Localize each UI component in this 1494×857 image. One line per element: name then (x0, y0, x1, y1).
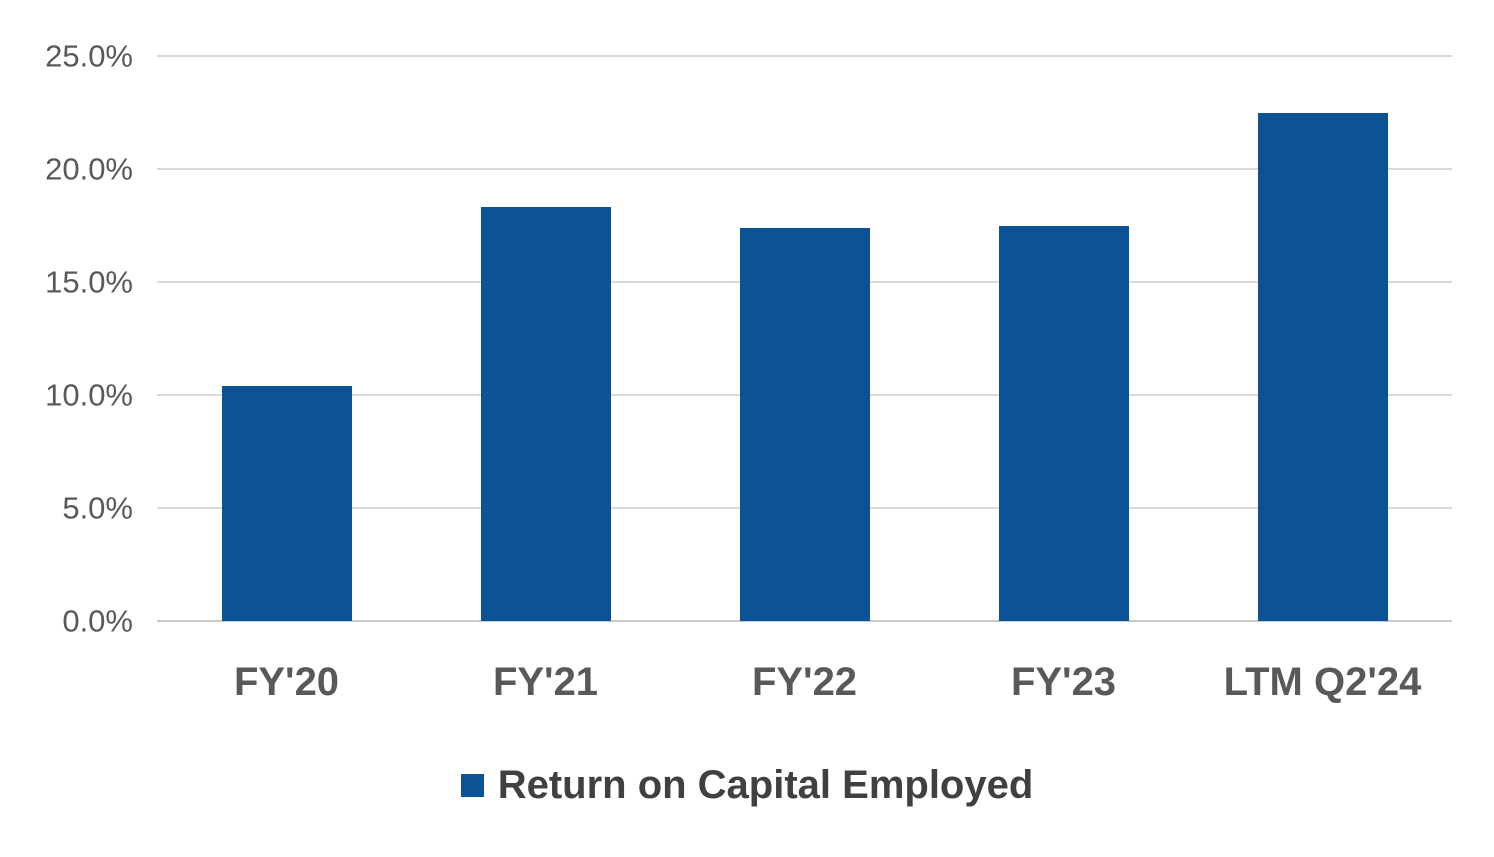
bar-fy-20 (221, 385, 352, 621)
x-category-label-fy-22: FY'22 (751, 660, 858, 704)
y-tick-label-5: 5.0% (62, 490, 133, 526)
x-category-label-fy-21: FY'21 (492, 660, 599, 704)
x-category-label-ltm-q2-24: LTM Q2'24 (1223, 660, 1422, 704)
y-tick-label-15: 15.0% (45, 264, 133, 300)
y-tick-label-0: 0.0% (62, 603, 133, 639)
bar-ltm-q2-24 (1257, 112, 1388, 621)
bar-fy-22 (739, 227, 870, 621)
x-category-label-fy-20: FY'20 (233, 660, 340, 704)
y-tick-label-10: 10.0% (45, 377, 133, 413)
bar-fy-23 (998, 225, 1129, 621)
y-tick-label-25: 25.0% (45, 38, 133, 74)
gridline-20 (157, 168, 1452, 170)
x-category-label-fy-23: FY'23 (1010, 660, 1117, 704)
legend-label: Return on Capital Employed (497, 763, 1034, 807)
legend: Return on Capital Employed (0, 763, 1494, 808)
y-tick-label-20: 20.0% (45, 151, 133, 187)
legend-marker-square (460, 774, 484, 797)
bar-fy-21 (480, 207, 611, 621)
x-axis-line (157, 620, 1452, 622)
gridline-25 (157, 55, 1452, 57)
